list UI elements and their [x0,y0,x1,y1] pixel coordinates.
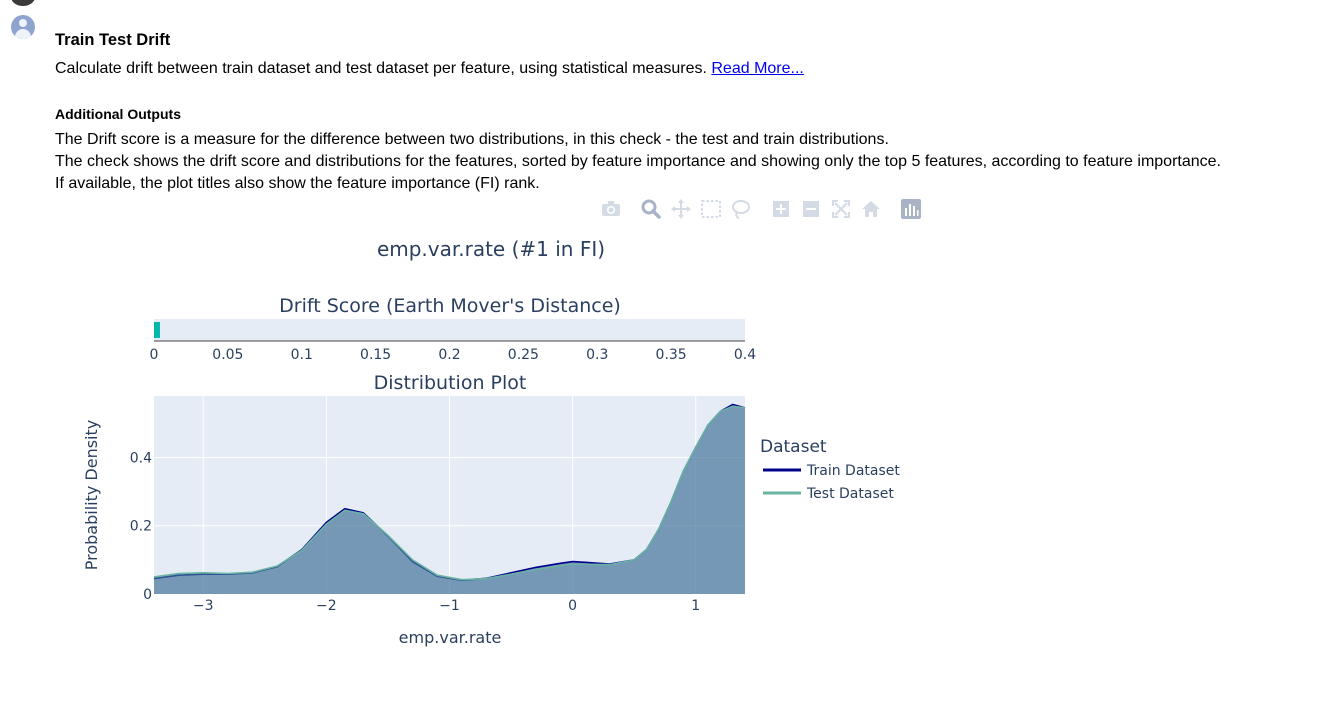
drift-x-tick-label: 0.3 [586,347,608,363]
distribution-plot-title: Distribution Plot [374,372,527,394]
home-icon[interactable] [860,198,882,220]
figure-title: emp.var.rate (#1 in FI) [377,237,605,261]
test-density-line [153,405,746,581]
zoom-in-icon[interactable] [770,198,792,220]
drift-x-tick-label: 0.35 [656,347,687,363]
summary-text: Calculate drift between train dataset an… [55,60,707,77]
check-summary: Calculate drift between train dataset an… [55,60,804,78]
box-select-icon[interactable] [700,198,722,220]
desc-line: The Drift score is a measure for the dif… [55,131,889,148]
pan-icon[interactable] [670,198,692,220]
x-tick-label: 1 [691,598,700,614]
additional-outputs-heading: Additional Outputs [55,106,181,122]
zoom-out-icon[interactable] [800,198,822,220]
drift-x-tick-label: 0.15 [360,347,391,363]
drift-score-plot: 0 0.05 0.1 0.15 0.2 0.25 0.3 0.35 0.4 [150,322,756,363]
y-tick-label: 0 [143,587,152,603]
x-tick-label: −2 [316,598,337,614]
additional-outputs-text: The Drift score is a measure for the dif… [55,129,1221,195]
plotly-logo-icon[interactable] [900,198,922,220]
drift-x-tick-label: 0.4 [734,347,756,363]
avatar-body [15,29,31,39]
drift-x-tick-label: 0.05 [212,347,243,363]
drift-score-title: Drift Score (Earth Mover's Distance) [279,295,621,317]
y-tick-label: 0.2 [130,519,152,535]
drift-plot-area [154,319,745,341]
desc-line: The check shows the drift score and dist… [55,153,1221,170]
previous-cell-marker [11,0,35,6]
legend-train-label[interactable]: Train Dataset [806,463,900,479]
train-density-area [154,404,745,594]
output-avatar [11,15,35,39]
check-title: Train Test Drift [55,31,171,49]
read-more-link[interactable]: Read More... [711,60,804,77]
drift-x-tick-label: 0.1 [291,347,313,363]
y-tick-label: 0.4 [130,450,152,466]
desc-line: If available, the plot titles also show … [55,175,540,192]
x-tick-label: −1 [439,598,460,614]
lasso-icon[interactable] [730,198,752,220]
drift-x-tick-label: 0.2 [438,347,460,363]
zoom-icon[interactable] [640,198,662,220]
y-axis-label: Probability Density [82,420,101,571]
x-axis-label: emp.var.rate [399,628,502,647]
drift-score-bar [154,322,160,338]
drift-x-tick-label: 0 [150,347,159,363]
legend-test-label[interactable]: Test Dataset [806,486,894,502]
drift-x-tick-label: 0.25 [508,347,539,363]
x-tick-label: −3 [193,598,214,614]
distribution-plot: −3 −2 −1 0 1 0 0.2 0.4 [130,396,746,614]
x-tick-label: 0 [568,598,577,614]
camera-icon[interactable] [600,198,622,220]
test-density-area [154,406,745,594]
avatar-head [19,19,27,27]
legend-title: Dataset [760,437,827,457]
autoscale-icon[interactable] [830,198,852,220]
